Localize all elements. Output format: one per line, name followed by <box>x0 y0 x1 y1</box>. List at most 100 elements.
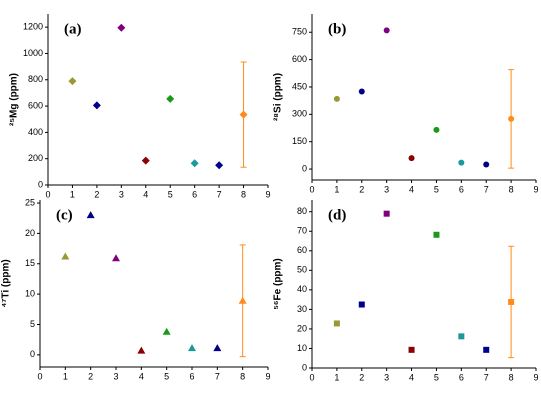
point <box>190 159 199 168</box>
point <box>458 333 465 340</box>
panel-label: (a) <box>64 21 82 37</box>
y-tick-label: 1200 <box>23 22 43 32</box>
x-tick-label: 4 <box>143 189 148 199</box>
point <box>215 161 224 170</box>
x-tick-label: 2 <box>359 372 364 382</box>
panel-label: (d) <box>328 207 346 223</box>
y-tick-label: 1000 <box>23 48 43 58</box>
point <box>433 231 440 238</box>
x-tick-label: 8 <box>509 372 514 382</box>
x-tick-label: 4 <box>409 372 414 382</box>
x-tick-label: 8 <box>240 371 245 381</box>
y-tick-label: 20 <box>297 323 307 333</box>
y-tick-label: 80 <box>297 206 307 216</box>
point <box>358 301 365 308</box>
y-tick-label: 450 <box>292 81 307 91</box>
y-tick-label: 600 <box>292 54 307 64</box>
x-tick-label: 0 <box>309 184 314 194</box>
y-tick-label: 400 <box>28 127 43 137</box>
panel-label: (b) <box>328 21 346 37</box>
x-tick-label: 5 <box>434 184 439 194</box>
x-tick-label: 3 <box>113 371 118 381</box>
point <box>383 210 390 217</box>
point <box>408 346 415 353</box>
y-tick-label: 30 <box>297 304 307 314</box>
point <box>238 296 247 304</box>
y-tick-label: 800 <box>28 74 43 84</box>
x-tick-label: 6 <box>459 372 464 382</box>
x-tick-label: 6 <box>189 371 194 381</box>
y-tick-label: 10 <box>25 289 35 299</box>
y-tick-label: 5 <box>30 319 35 329</box>
x-tick-label: 4 <box>139 371 144 381</box>
y-tick-label: 0 <box>30 349 35 359</box>
y-axis-label: ²⁵Mg (ppm) <box>9 73 20 126</box>
x-tick-label: 0 <box>37 371 42 381</box>
x-tick-label: 7 <box>484 372 489 382</box>
x-tick-label: 3 <box>119 189 124 199</box>
x-tick-label: 6 <box>459 184 464 194</box>
x-tick-label: 2 <box>359 184 364 194</box>
x-tick-label: 1 <box>63 371 68 381</box>
y-tick-label: 300 <box>292 109 307 119</box>
y-tick-label: 50 <box>297 265 307 275</box>
point <box>162 327 171 335</box>
x-tick-label: 1 <box>334 184 339 194</box>
point <box>358 88 365 95</box>
x-tick-label: 9 <box>533 372 538 382</box>
point <box>68 77 77 86</box>
x-tick-label: 9 <box>533 184 538 194</box>
x-tick-label: 3 <box>384 184 389 194</box>
point <box>508 298 515 305</box>
x-tick-label: 1 <box>70 189 75 199</box>
x-tick-label: 6 <box>192 189 197 199</box>
point <box>92 101 101 110</box>
x-tick-label: 3 <box>384 372 389 382</box>
point <box>239 110 248 119</box>
point <box>433 126 440 133</box>
y-tick-label: 15 <box>25 258 35 268</box>
point <box>483 346 490 353</box>
point <box>508 115 515 122</box>
x-tick-label: 9 <box>265 371 270 381</box>
y-tick-label: 40 <box>297 284 307 294</box>
point <box>333 95 340 102</box>
point <box>61 252 70 260</box>
x-tick-label: 5 <box>168 189 173 199</box>
y-tick-label: 25 <box>25 197 35 207</box>
x-tick-label: 9 <box>265 189 270 199</box>
x-tick-label: 7 <box>484 184 489 194</box>
point <box>141 156 150 165</box>
y-tick-label: 0 <box>302 362 307 372</box>
y-tick-label: 0 <box>38 179 43 189</box>
point <box>408 155 415 162</box>
x-tick-label: 0 <box>309 372 314 382</box>
point <box>117 23 126 32</box>
point <box>333 320 340 327</box>
y-tick-label: 0 <box>302 163 307 173</box>
y-tick-label: 10 <box>297 343 307 353</box>
point <box>86 211 95 219</box>
point <box>166 94 175 103</box>
x-tick-label: 1 <box>334 372 339 382</box>
y-tick-label: 150 <box>292 136 307 146</box>
x-tick-label: 7 <box>215 371 220 381</box>
y-tick-label: 60 <box>297 245 307 255</box>
x-tick-label: 5 <box>434 372 439 382</box>
y-axis-label: ²⁸Si (ppm) <box>273 73 284 121</box>
x-tick-label: 7 <box>217 189 222 199</box>
y-axis-label: ⁴⁷Ti (ppm) <box>1 259 12 307</box>
x-tick-label: 4 <box>409 184 414 194</box>
y-tick-label: 70 <box>297 226 307 236</box>
point <box>137 346 146 354</box>
x-tick-label: 2 <box>94 189 99 199</box>
x-tick-label: 2 <box>88 371 93 381</box>
point <box>213 344 222 352</box>
y-tick-label: 750 <box>292 27 307 37</box>
y-tick-label: 20 <box>25 228 35 238</box>
point <box>483 161 490 168</box>
point <box>383 27 390 34</box>
y-tick-label: 600 <box>28 100 43 110</box>
x-tick-label: 8 <box>241 189 246 199</box>
